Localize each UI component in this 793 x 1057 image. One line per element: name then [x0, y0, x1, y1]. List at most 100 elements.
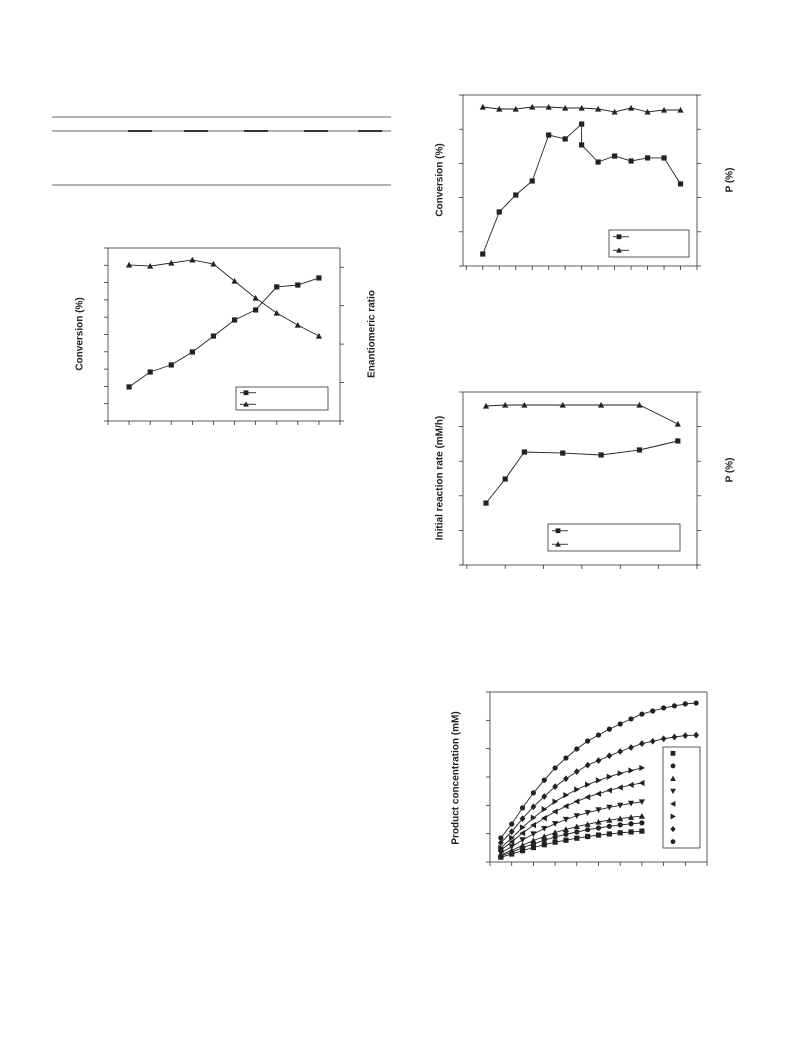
data-point — [595, 757, 602, 764]
legend-marker — [616, 234, 622, 240]
data-point — [530, 803, 537, 811]
data-point — [482, 402, 490, 409]
data-point — [541, 814, 547, 822]
legend-marker — [555, 541, 561, 547]
data-point — [638, 812, 646, 819]
data-point — [606, 787, 612, 794]
data-point — [552, 783, 558, 791]
data-point — [496, 105, 503, 112]
data-point — [595, 105, 602, 112]
data-point — [551, 821, 559, 827]
data-point — [508, 838, 515, 846]
data-point — [480, 251, 486, 257]
data-point — [519, 815, 526, 823]
data-point — [617, 770, 624, 777]
data-point — [210, 260, 217, 267]
data-point — [579, 121, 585, 127]
series-line — [485, 404, 678, 425]
data-point — [677, 106, 684, 113]
chart: Conversion (%) Enantiomeric ratio — [75, 247, 378, 425]
data-point — [677, 181, 684, 187]
data-point — [628, 158, 634, 164]
data-point — [627, 800, 635, 807]
data-point — [628, 767, 635, 774]
data-point — [519, 837, 526, 844]
data-point — [628, 716, 634, 722]
data-point — [660, 735, 667, 743]
data-point — [612, 153, 618, 159]
data-point — [479, 103, 486, 110]
data-point — [496, 209, 502, 215]
data-point — [562, 816, 570, 823]
data-point — [675, 438, 681, 444]
legend-marker — [670, 750, 676, 756]
data-point — [498, 844, 504, 851]
data-point — [541, 825, 548, 832]
data-point — [660, 106, 668, 113]
data-point — [595, 818, 602, 825]
data-point — [693, 731, 700, 739]
data-point — [521, 401, 528, 408]
data-point — [639, 740, 645, 747]
data-point — [519, 842, 526, 848]
data-point — [650, 708, 656, 714]
legend-marker — [243, 390, 249, 396]
data-point — [638, 779, 645, 787]
data-point — [636, 401, 643, 408]
data-point — [617, 721, 623, 727]
data-point — [574, 835, 580, 841]
data-point — [638, 799, 646, 806]
data-point — [574, 746, 580, 752]
data-point — [315, 332, 323, 339]
data-point — [189, 349, 195, 355]
data-point — [671, 733, 678, 741]
data-point — [595, 832, 602, 838]
data-point — [274, 284, 280, 290]
data-point — [573, 768, 580, 775]
data-point — [639, 764, 646, 772]
legend-marker — [670, 813, 676, 820]
data-point — [126, 384, 132, 390]
data-point — [168, 259, 175, 266]
legend-marker — [670, 839, 676, 845]
data-point — [552, 798, 559, 805]
y-axis-label: Conversion (%) — [75, 297, 86, 370]
legend-marker — [670, 763, 676, 769]
data-point — [585, 738, 591, 744]
data-point — [595, 777, 602, 784]
chart: Initial reaction rate (mM/h) P (%) — [435, 391, 736, 569]
data-point — [628, 744, 634, 751]
data-point — [573, 823, 580, 830]
legend-box — [547, 523, 681, 552]
data-point — [644, 155, 651, 161]
chart: Conversion (%) P (%) — [435, 94, 736, 270]
data-point — [627, 104, 635, 111]
series-line — [482, 123, 681, 255]
plot-frame — [462, 94, 698, 267]
data-point — [617, 784, 623, 791]
data-point — [316, 275, 322, 281]
data-point — [579, 142, 585, 148]
legend — [547, 523, 681, 552]
data-point — [611, 108, 618, 115]
legend-box — [662, 746, 701, 849]
data-point — [606, 773, 613, 780]
legend — [235, 386, 329, 411]
data-point — [595, 807, 602, 813]
legend-marker — [670, 800, 676, 807]
data-point — [563, 837, 569, 843]
data-point — [584, 793, 591, 801]
legend-marker — [670, 775, 676, 781]
data-point — [168, 362, 174, 368]
data-point — [541, 793, 548, 800]
data-point — [595, 732, 602, 738]
data-point — [559, 401, 566, 408]
data-point — [551, 829, 559, 836]
data-point — [147, 369, 153, 375]
data-point — [595, 825, 602, 831]
legend-marker — [243, 401, 249, 407]
data-point — [530, 831, 537, 838]
data-point — [661, 155, 667, 161]
chart: Product concentration (mM) — [451, 691, 708, 866]
